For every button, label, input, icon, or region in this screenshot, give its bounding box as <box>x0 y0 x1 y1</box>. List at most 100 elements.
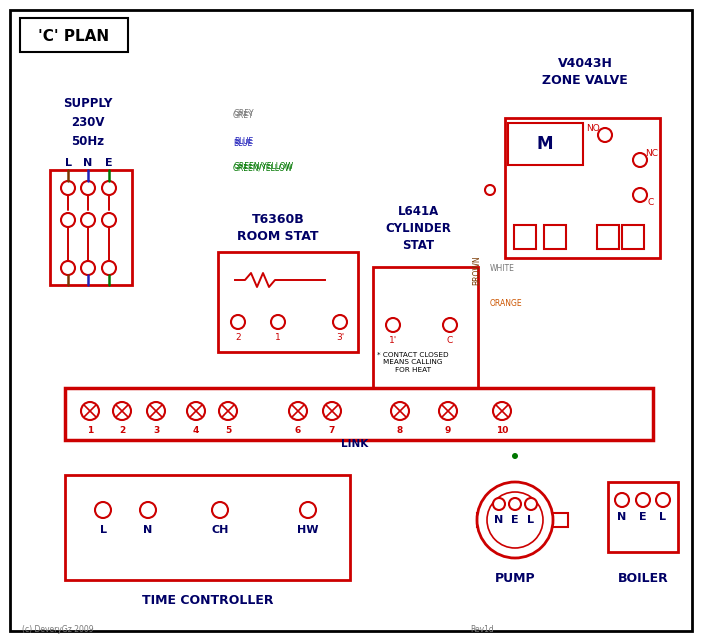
Text: LINK: LINK <box>341 439 369 449</box>
Text: Rev1d: Rev1d <box>470 626 494 635</box>
Text: N: N <box>84 158 93 168</box>
Text: (c) DeveryGz 2009: (c) DeveryGz 2009 <box>22 626 93 635</box>
Text: V4043H
ZONE VALVE: V4043H ZONE VALVE <box>542 57 628 87</box>
Text: ORANGE: ORANGE <box>490 299 522 308</box>
Text: C: C <box>648 197 654 206</box>
Text: BLUE: BLUE <box>233 138 252 147</box>
Text: T6360B
ROOM STAT: T6360B ROOM STAT <box>237 213 319 243</box>
Text: * CONTACT CLOSED
MEANS CALLING
FOR HEAT: * CONTACT CLOSED MEANS CALLING FOR HEAT <box>377 351 449 372</box>
Text: L: L <box>65 158 72 168</box>
Circle shape <box>231 315 245 329</box>
Text: E: E <box>105 158 113 168</box>
Text: BLUE: BLUE <box>234 137 253 146</box>
Text: 1: 1 <box>275 333 281 342</box>
Circle shape <box>525 498 537 510</box>
Bar <box>544 225 566 249</box>
Text: 2: 2 <box>235 333 241 342</box>
Circle shape <box>140 502 156 518</box>
Circle shape <box>633 188 647 202</box>
Text: M: M <box>537 135 553 153</box>
Circle shape <box>477 482 553 558</box>
Circle shape <box>81 402 99 420</box>
Bar <box>505 118 660 258</box>
Circle shape <box>391 402 409 420</box>
Bar <box>608 482 678 552</box>
Text: 3: 3 <box>153 426 159 435</box>
Bar <box>552 513 568 527</box>
Text: N: N <box>494 515 503 525</box>
Circle shape <box>512 453 518 459</box>
Text: NO: NO <box>586 124 600 133</box>
Circle shape <box>212 502 228 518</box>
Text: SUPPLY
230V
50Hz: SUPPLY 230V 50Hz <box>63 97 113 147</box>
Circle shape <box>102 261 116 275</box>
Circle shape <box>219 402 237 420</box>
Circle shape <box>61 181 75 195</box>
Text: BOILER: BOILER <box>618 572 668 585</box>
Text: 4: 4 <box>193 426 199 435</box>
Bar <box>65 475 350 580</box>
Text: NC: NC <box>646 149 658 158</box>
Text: HW: HW <box>297 525 319 535</box>
Circle shape <box>113 402 131 420</box>
Bar <box>373 267 478 392</box>
Text: 7: 7 <box>329 426 335 435</box>
Circle shape <box>333 315 347 329</box>
Text: 1: 1 <box>87 426 93 435</box>
Circle shape <box>61 213 75 227</box>
Text: L: L <box>659 512 666 522</box>
Circle shape <box>487 492 543 548</box>
Text: 1': 1' <box>389 335 397 344</box>
Circle shape <box>300 502 316 518</box>
Circle shape <box>323 402 341 420</box>
Text: 6: 6 <box>295 426 301 435</box>
Bar <box>508 123 583 165</box>
Text: C: C <box>447 335 453 344</box>
Text: BROWN: BROWN <box>472 255 481 285</box>
Text: L: L <box>100 525 107 535</box>
Text: E: E <box>640 512 647 522</box>
Text: E: E <box>511 515 519 525</box>
Circle shape <box>147 402 165 420</box>
Text: 10: 10 <box>496 426 508 435</box>
Circle shape <box>81 261 95 275</box>
Text: 'C' PLAN: 'C' PLAN <box>39 28 110 44</box>
Circle shape <box>102 181 116 195</box>
Circle shape <box>443 318 457 332</box>
Circle shape <box>485 185 495 195</box>
Circle shape <box>633 153 647 167</box>
Text: 8: 8 <box>397 426 403 435</box>
Circle shape <box>81 213 95 227</box>
Bar <box>514 225 536 249</box>
Circle shape <box>61 261 75 275</box>
Text: WHITE: WHITE <box>490 263 515 272</box>
Circle shape <box>493 402 511 420</box>
Circle shape <box>439 402 457 420</box>
Circle shape <box>493 498 505 510</box>
Circle shape <box>95 502 111 518</box>
Bar <box>622 225 644 249</box>
Text: GREEN/YELLOW: GREEN/YELLOW <box>233 163 293 172</box>
Circle shape <box>656 493 670 507</box>
Bar <box>218 252 358 352</box>
Bar <box>50 170 132 285</box>
Text: CH: CH <box>211 525 229 535</box>
Text: L641A
CYLINDER
STAT: L641A CYLINDER STAT <box>385 204 451 251</box>
Circle shape <box>509 498 521 510</box>
Text: 9: 9 <box>445 426 451 435</box>
Bar <box>20 18 128 52</box>
Bar <box>597 225 619 249</box>
Text: TIME CONTROLLER: TIME CONTROLLER <box>143 594 274 606</box>
Text: 3': 3' <box>336 333 344 342</box>
Circle shape <box>636 493 650 507</box>
Text: 2: 2 <box>119 426 125 435</box>
Circle shape <box>102 213 116 227</box>
Text: N: N <box>617 512 627 522</box>
Text: PUMP: PUMP <box>495 572 536 585</box>
Text: GREEN/YELLOW: GREEN/YELLOW <box>234 162 294 171</box>
Text: L: L <box>527 515 534 525</box>
Text: N: N <box>143 525 152 535</box>
Circle shape <box>271 315 285 329</box>
Text: GREY: GREY <box>233 110 253 119</box>
Circle shape <box>289 402 307 420</box>
